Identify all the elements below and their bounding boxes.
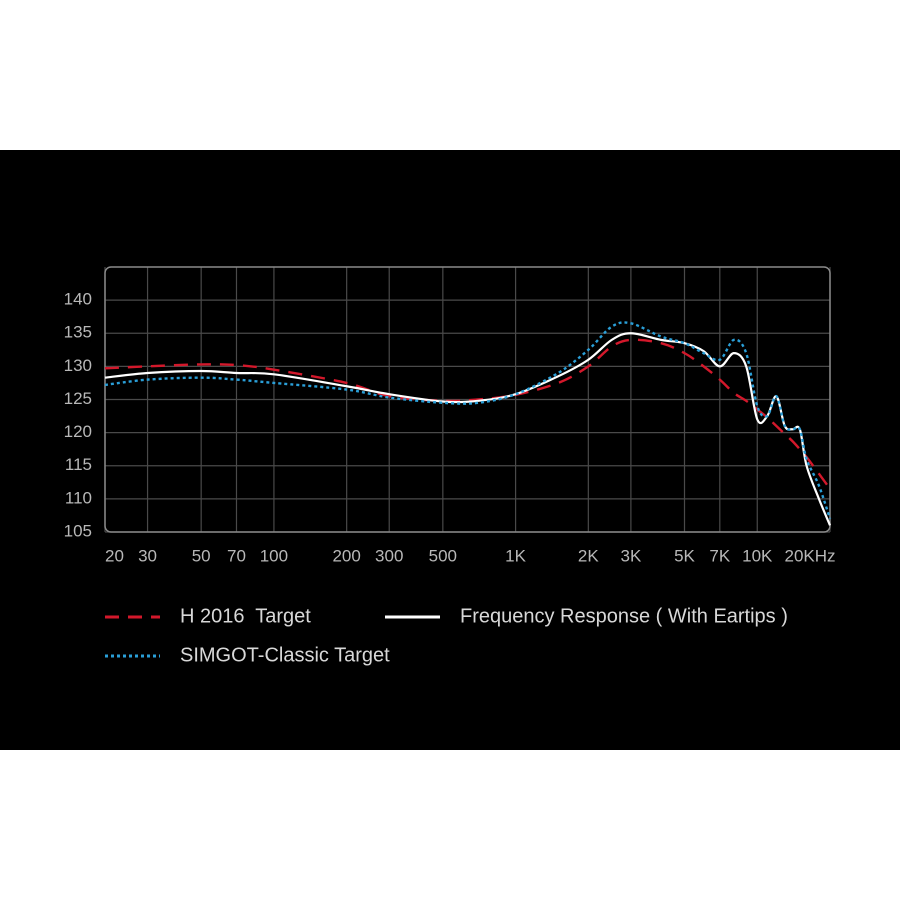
x-tick-label: 5K (674, 546, 695, 565)
chart-background (0, 150, 900, 750)
legend-label: SIMGOT-Classic Target (180, 644, 390, 666)
legend-label: Frequency Response ( With Eartips ) (460, 605, 788, 627)
x-tick-label: 10K (742, 546, 773, 565)
y-tick-label: 140 (64, 290, 92, 309)
x-tick-label: 30 (138, 546, 157, 565)
x-tick-label: 7K (709, 546, 730, 565)
x-tick-label: 300 (375, 546, 403, 565)
series-line (104, 338, 831, 490)
y-tick-label: 120 (64, 422, 92, 441)
x-tick-label: 100 (260, 546, 288, 565)
y-tick-label: 105 (64, 521, 92, 540)
x-tick-label: 70 (227, 546, 246, 565)
x-tick-label: 20 (105, 546, 124, 565)
legend-label: H 2016 Target (180, 605, 311, 627)
series-line (104, 321, 832, 520)
x-tick-label: 1K (505, 546, 526, 565)
x-tick-label: 3K (620, 546, 641, 565)
x-tick-label: 50 (192, 546, 211, 565)
x-tick-label: 200 (332, 546, 360, 565)
x-tick-label: 20KHz (784, 546, 835, 565)
y-tick-label: 115 (65, 455, 92, 474)
series-line (104, 332, 832, 526)
tick-labels: 105 110 115 120 125 130 135 140 20 30 50 70 100 200 30… (64, 290, 836, 566)
y-tick-label: 110 (65, 488, 92, 507)
x-tick-label: 500 (429, 546, 457, 565)
lines (104, 321, 832, 526)
y-tick-label: 135 (64, 323, 92, 342)
legend: H 2016 Target Frequency Response ( With E… (105, 605, 788, 666)
plot-frame (104, 266, 831, 533)
x-tick-label: 2K (578, 546, 599, 565)
y-tick-label: 125 (64, 389, 92, 408)
y-tick-label: 130 (64, 356, 92, 375)
